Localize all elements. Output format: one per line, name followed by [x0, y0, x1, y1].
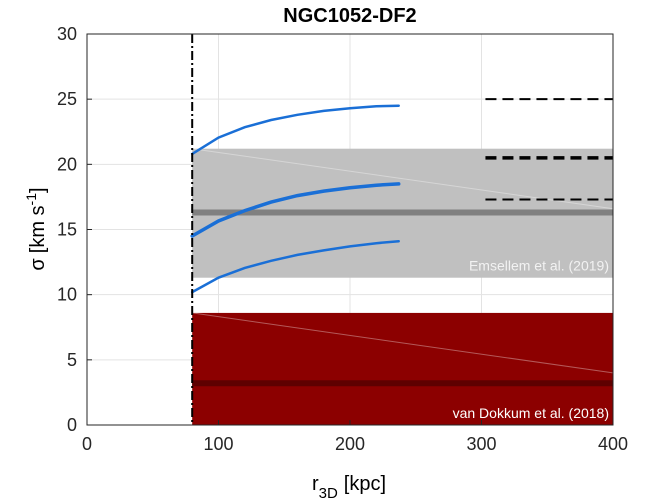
x-tick-label: 100 — [203, 434, 233, 454]
x-axis-label-subscript: 3D — [319, 485, 338, 502]
chart-title: NGC1052-DF2 — [283, 5, 416, 27]
y-tick-label: 30 — [57, 24, 77, 44]
x-tick-label: 400 — [598, 434, 628, 454]
band-fill — [192, 312, 613, 425]
band-label: Emsellem et al. (2019) — [469, 258, 609, 274]
y-axis-label-superscript: -1 — [23, 193, 39, 206]
y-tick-label: 15 — [57, 220, 77, 240]
x-axis-label: r3D [kpc] — [312, 473, 386, 502]
y-axis-label-unit: [km s — [27, 205, 49, 253]
series-line — [190, 182, 401, 238]
y-tick-label: 0 — [67, 415, 77, 435]
y-axis-label-symbol: σ — [27, 258, 49, 271]
y-axis-label: σ [km s-1] — [23, 187, 49, 270]
x-tick-label: 300 — [466, 434, 496, 454]
band-label: van Dokkum et al. (2018) — [453, 405, 609, 421]
series-line — [190, 239, 400, 294]
band-edge-highlight — [192, 312, 614, 374]
x-tick-label: 200 — [335, 434, 365, 454]
y-tick-label: 20 — [57, 154, 77, 174]
plot-area: Emsellem et al. (2019) van Dokkum et al. … — [57, 24, 628, 454]
y-tick-label: 25 — [57, 89, 77, 109]
x-axis-label-unit: [kpc] — [344, 473, 386, 495]
y-tick-label: 10 — [57, 285, 77, 305]
x-tick-label: 0 — [82, 434, 92, 454]
x-axis-label-main: r — [312, 473, 319, 495]
series-line — [190, 104, 400, 156]
y-axis-label-close: ] — [27, 187, 49, 193]
y-tick-label: 5 — [67, 350, 77, 370]
